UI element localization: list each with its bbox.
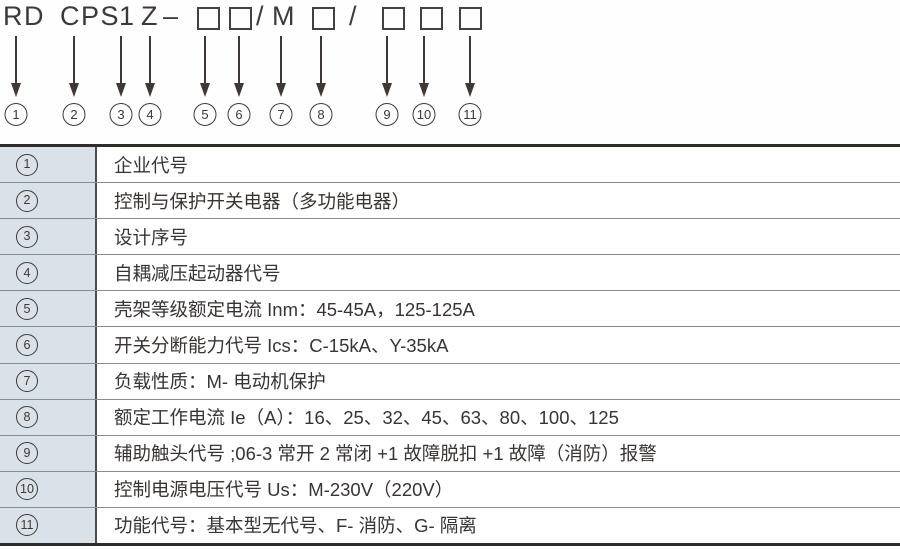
description-cell: 设计序号 <box>97 219 900 255</box>
description-cell: 额定工作电流 Ie（A）：16、25、32、45、63、80、100、125 <box>97 399 900 435</box>
table-row: 1 企业代号 <box>0 147 900 184</box>
marker-circle-7: 7 <box>269 103 293 126</box>
code-box-placeholder <box>229 7 252 30</box>
description-cell: 负载性质：M- 电动机保护 <box>97 363 900 399</box>
code-token-z: Z <box>141 1 159 31</box>
table-row: 7 负载性质：M- 电动机保护 <box>0 363 900 400</box>
code-box-placeholder <box>459 7 482 30</box>
code-token-slash: / <box>256 1 266 31</box>
marker-cell: 9 <box>0 435 97 471</box>
description-cell: 自耦减压起动器代号 <box>97 255 900 291</box>
down-arrow-icon <box>316 36 326 97</box>
legend-table: 1 企业代号 2 控制与保护开关电器（多功能电器） 3 设计序号 4 自耦减压起… <box>0 144 900 546</box>
marker-cell: 4 <box>0 255 97 291</box>
down-arrow-icon <box>419 36 429 97</box>
marker-circle: 3 <box>16 225 38 248</box>
marker-circle-9: 9 <box>375 103 399 126</box>
table-row: 6 开关分断能力代号 Ics：C-15kA、Y-35kA <box>0 327 900 364</box>
marker-cell: 7 <box>0 363 97 399</box>
marker-circle: 2 <box>16 189 38 212</box>
description-cell: 控制与保护开关电器（多功能电器） <box>97 183 900 219</box>
marker-cell: 10 <box>0 471 97 507</box>
marker-circle: 8 <box>16 406 38 429</box>
down-arrow-icon <box>145 36 155 97</box>
marker-circle: 11 <box>16 514 38 537</box>
down-arrow-icon <box>69 36 79 97</box>
marker-circle-4: 4 <box>138 103 162 126</box>
marker-circle-10: 10 <box>412 103 436 126</box>
code-token-rd: RD <box>3 1 45 31</box>
description-cell: 壳架等级额定电流 Inm：45-45A，125-125A <box>97 291 900 327</box>
marker-circle-2: 2 <box>62 103 86 126</box>
marker-cell: 11 <box>0 507 97 544</box>
table-row: 8 额定工作电流 Ie（A）：16、25、32、45、63、80、100、125 <box>0 399 900 436</box>
marker-circle-6: 6 <box>227 103 251 126</box>
description-cell: 功能代号：基本型无代号、F- 消防、G- 隔离 <box>97 507 900 544</box>
table-row: 5 壳架等级额定电流 Inm：45-45A，125-125A <box>0 291 900 328</box>
marker-cell: 1 <box>0 147 97 183</box>
table-row: 9 辅助触头代号 ;06-3 常开 2 常闭 +1 故障脱扣 +1 故障（消防）… <box>0 435 900 472</box>
description-cell: 开关分断能力代号 Ics：C-15kA、Y-35kA <box>97 327 900 363</box>
marker-circle: 9 <box>16 442 38 465</box>
marker-circle-11: 11 <box>458 103 482 126</box>
code-token-slash: / <box>349 1 359 31</box>
down-arrow-icon <box>116 36 126 97</box>
marker-circle-5: 5 <box>193 103 217 126</box>
marker-circle: 5 <box>16 297 38 320</box>
marker-circle-8: 8 <box>309 103 333 126</box>
marker-circle: 1 <box>16 153 38 176</box>
table-row: 10 控制电源电压代号 Us：M-230V（220V） <box>0 471 900 508</box>
down-arrow-icon <box>276 36 286 97</box>
down-arrow-icon <box>11 36 21 97</box>
table-row: 2 控制与保护开关电器（多功能电器） <box>0 183 900 220</box>
marker-circle: 4 <box>16 261 38 284</box>
marker-cell: 3 <box>0 219 97 255</box>
code-box-placeholder <box>420 7 443 30</box>
marker-cell: 6 <box>0 327 97 363</box>
marker-circle: 7 <box>16 370 38 393</box>
marker-cell: 5 <box>0 291 97 327</box>
down-arrow-icon <box>234 36 244 97</box>
marker-circle-3: 3 <box>109 103 133 126</box>
table-row: 4 自耦减压起动器代号 <box>0 255 900 292</box>
marker-cell: 8 <box>0 399 97 435</box>
code-box-placeholder <box>197 7 220 30</box>
down-arrow-icon <box>200 36 210 97</box>
marker-circle: 10 <box>16 478 38 501</box>
down-arrow-icon <box>465 36 475 97</box>
code-token-dash: – <box>163 1 180 31</box>
table-row: 3 设计序号 <box>0 219 900 256</box>
description-cell: 企业代号 <box>97 147 900 183</box>
table-row: 11 功能代号：基本型无代号、F- 消防、G- 隔离 <box>0 507 900 544</box>
code-box-placeholder <box>382 7 405 30</box>
code-token-m: M <box>272 1 296 31</box>
description-cell: 控制电源电压代号 Us：M-230V（220V） <box>97 471 900 507</box>
marker-circle: 6 <box>16 334 38 357</box>
code-box-placeholder <box>312 7 335 30</box>
marker-circle-1: 1 <box>4 103 28 126</box>
code-token-cps: CPS <box>60 1 121 31</box>
code-token-1: 1 <box>119 1 136 31</box>
description-cell: 辅助触头代号 ;06-3 常开 2 常闭 +1 故障脱扣 +1 故障（消防）报警 <box>97 435 900 471</box>
down-arrow-icon <box>382 36 392 97</box>
marker-cell: 2 <box>0 183 97 219</box>
